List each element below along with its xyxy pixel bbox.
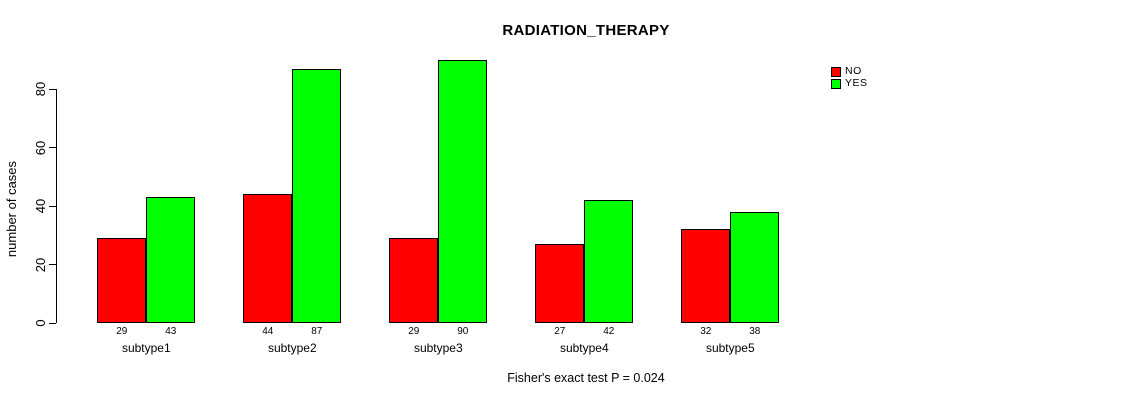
bar-yes <box>292 68 342 323</box>
y-axis-tick <box>49 322 56 324</box>
y-tick-label: 20 <box>33 257 48 272</box>
legend-label: YES <box>845 77 868 89</box>
bar-value-label: 32 <box>700 326 712 337</box>
bar-yes <box>146 197 196 323</box>
bar-value-label: 27 <box>554 326 566 337</box>
bar-value-label: 43 <box>165 326 177 337</box>
bar-value-label: 87 <box>311 326 323 337</box>
x-category-label: subtype5 <box>705 341 755 355</box>
bar-no <box>243 194 293 323</box>
caption: Fisher's exact test P = 0.024 <box>507 371 665 385</box>
y-tick-label: 40 <box>33 198 48 214</box>
legend-label: NO <box>845 65 862 77</box>
y-tick-label: 0 <box>33 319 48 327</box>
bar-no <box>97 238 147 323</box>
x-category-label: subtype2 <box>267 341 317 355</box>
legend-swatch-no <box>831 66 841 77</box>
bar-yes <box>438 59 488 323</box>
bar-value-label: 90 <box>457 326 469 337</box>
y-axis-tick <box>49 88 56 90</box>
legend-swatch-yes <box>831 78 841 89</box>
bar-value-label: 42 <box>603 326 615 337</box>
y-axis-line <box>56 89 57 323</box>
x-category-label: subtype1 <box>121 341 171 355</box>
bar-value-label: 29 <box>408 326 420 337</box>
bar-value-label: 38 <box>749 326 761 337</box>
bar-yes <box>584 200 634 323</box>
bar-no <box>389 238 439 323</box>
bar-no <box>535 244 585 323</box>
bar-yes <box>730 211 780 323</box>
legend-item: YES <box>831 78 868 89</box>
bar-value-label: 44 <box>262 326 274 337</box>
y-tick-label: 80 <box>33 81 48 97</box>
y-axis-tick <box>49 147 56 148</box>
legend: NO YES <box>831 66 868 90</box>
chart-title: RADIATION_THERAPY <box>502 22 670 39</box>
legend-item: NO <box>831 66 868 77</box>
y-tick-label: 60 <box>33 140 48 155</box>
y-axis-tick <box>49 205 56 207</box>
y-axis-tick <box>49 264 56 265</box>
bar-no <box>681 229 731 323</box>
x-category-label: subtype3 <box>413 341 463 355</box>
bar-value-label: 29 <box>116 326 128 337</box>
x-category-label: subtype4 <box>559 341 609 355</box>
